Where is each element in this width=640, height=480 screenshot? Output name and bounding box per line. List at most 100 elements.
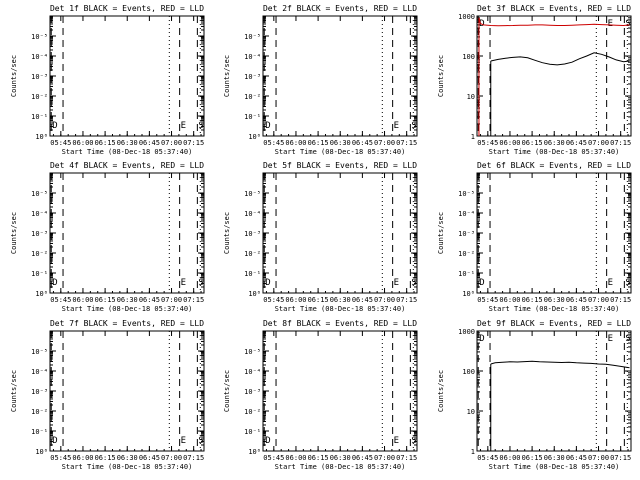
y-axis-label: Counts/sec (437, 370, 445, 412)
x-tick-label: 07:15 (183, 454, 204, 462)
y-axis-label: Counts/sec (223, 212, 231, 254)
x-tick-label: 06:45 (566, 139, 587, 147)
x-tick-label: 06:45 (566, 454, 587, 462)
x-tick-label: 06:15 (522, 139, 543, 147)
panel-title: Det 3f BLACK = Events, RED = LLD (477, 4, 631, 13)
x-tick-label: 06:30 (117, 139, 138, 147)
marker-label: D (479, 334, 484, 344)
x-tick-label: 06:00 (285, 296, 306, 304)
y-tick-label: 1000 (458, 328, 475, 336)
panel-title: Det 4f BLACK = Events, RED = LLD (50, 161, 204, 170)
x-tick-label: 05:45 (477, 454, 498, 462)
y-tick-label: 10⁻⁴ (31, 368, 48, 376)
x-axis-label: Start Time (08-Dec-18 05:37:40) (489, 463, 620, 471)
x-tick-label: 07:00 (588, 139, 609, 147)
x-axis-label: Start Time (08-Dec-18 05:37:40) (62, 305, 193, 313)
marker-label: S (625, 334, 630, 344)
plot-frame (262, 330, 418, 452)
x-tick-label: 06:30 (330, 139, 351, 147)
panel-title: Det 9f BLACK = Events, RED = LLD (477, 319, 631, 328)
x-tick-label: 06:30 (544, 139, 565, 147)
y-tick-label: 10⁻¹ (31, 270, 48, 278)
y-tick-label: 10⁻² (31, 408, 48, 416)
panel-title: Det 1f BLACK = Events, RED = LLD (50, 4, 204, 13)
panel-det-4: Det 4f BLACK = Events, RED = LLD 10⁰ 10⁻¹ 1… (10, 161, 205, 313)
marker-label: D (52, 436, 57, 446)
series-line-events (490, 360, 630, 369)
marker-label: D (265, 278, 270, 288)
marker-label: E (608, 334, 613, 344)
y-tick-label: 10⁻⁵ (31, 33, 48, 41)
y-tick-label: 10⁻³ (31, 388, 48, 396)
y-tick-label: 10⁻¹ (31, 113, 48, 121)
x-tick-label: 05:45 (477, 139, 498, 147)
plot-frame (262, 172, 418, 294)
y-tick-label: 10⁻⁴ (244, 53, 261, 61)
x-tick-label: 07:15 (610, 296, 631, 304)
plot-frame (476, 172, 632, 294)
x-tick-label: 06:45 (139, 296, 160, 304)
y-tick-label: 10⁻² (244, 93, 261, 101)
x-tick-label: 06:15 (95, 454, 116, 462)
x-tick-label: 06:45 (352, 139, 373, 147)
y-tick-label: 10⁻³ (244, 230, 261, 238)
x-tick-label: 06:45 (139, 139, 160, 147)
x-tick-label: 06:30 (330, 296, 351, 304)
x-tick-label: 05:45 (263, 296, 284, 304)
y-tick-label: 10 (467, 93, 475, 101)
x-tick-label: 06:30 (544, 296, 565, 304)
y-tick-label: 1 (471, 448, 475, 456)
marker-label: D (265, 436, 270, 446)
y-tick-label: 10⁻¹ (244, 270, 261, 278)
x-axis-label: Start Time (08-Dec-18 05:37:40) (62, 463, 193, 471)
x-axis-label: Start Time (08-Dec-18 05:37:40) (275, 148, 406, 156)
marker-label: S (198, 436, 203, 446)
y-axis-label: Counts/sec (223, 55, 231, 97)
plot-frame (476, 15, 632, 137)
y-axis-label: Counts/sec (437, 55, 445, 97)
x-axis-label: Start Time (08-Dec-18 05:37:40) (489, 305, 620, 313)
x-tick-label: 06:45 (352, 296, 373, 304)
y-tick-label: 10⁻¹ (244, 428, 261, 436)
marker-label: S (198, 278, 203, 288)
plot-frame (49, 15, 205, 137)
x-tick-label: 07:00 (161, 454, 182, 462)
series-line-events (490, 52, 630, 66)
y-tick-label: 10⁻² (458, 250, 475, 258)
y-tick-label: 10⁻⁴ (31, 53, 48, 61)
y-tick-label: 10⁻³ (458, 230, 475, 238)
panel-det-5: Det 5f BLACK = Events, RED = LLD 10⁰ 10⁻¹ 1… (223, 161, 418, 313)
y-tick-label: 10⁻⁵ (244, 33, 261, 41)
x-tick-label: 07:15 (183, 296, 204, 304)
panel-title: Det 8f BLACK = Events, RED = LLD (263, 319, 417, 328)
panel-det-2: Det 2f BLACK = Events, RED = LLD 10⁰ 10⁻¹ 1… (223, 4, 418, 156)
y-tick-label: 1000 (458, 13, 475, 21)
plot-frame (476, 330, 632, 452)
y-tick-label: 100 (462, 53, 475, 61)
marker-label: D (52, 121, 57, 131)
x-tick-label: 06:30 (544, 454, 565, 462)
x-axis-label: Start Time (08-Dec-18 05:37:40) (489, 148, 620, 156)
x-tick-label: 07:15 (396, 454, 417, 462)
x-tick-label: 06:15 (95, 139, 116, 147)
x-tick-label: 06:15 (308, 454, 329, 462)
marker-label: E (181, 121, 186, 131)
y-axis-label: Counts/sec (437, 212, 445, 254)
panel-title: Det 5f BLACK = Events, RED = LLD (263, 161, 417, 170)
x-tick-label: 06:15 (308, 296, 329, 304)
x-tick-label: 07:00 (374, 454, 395, 462)
x-tick-label: 07:00 (161, 139, 182, 147)
panel-det-6: Det 6f BLACK = Events, RED = LLD 10⁰ 10⁻¹ 1… (437, 161, 632, 313)
marker-label: S (625, 19, 630, 29)
x-tick-label: 06:15 (522, 296, 543, 304)
x-tick-label: 05:45 (263, 454, 284, 462)
x-axis-label: Start Time (08-Dec-18 05:37:40) (275, 463, 406, 471)
x-tick-label: 07:00 (161, 296, 182, 304)
x-tick-label: 06:00 (72, 139, 93, 147)
plot-frame (49, 172, 205, 294)
y-tick-label: 10⁻² (244, 408, 261, 416)
y-tick-label: 10⁰ (35, 133, 48, 141)
y-tick-label: 10⁻¹ (244, 113, 261, 121)
y-tick-label: 10⁰ (462, 290, 475, 298)
